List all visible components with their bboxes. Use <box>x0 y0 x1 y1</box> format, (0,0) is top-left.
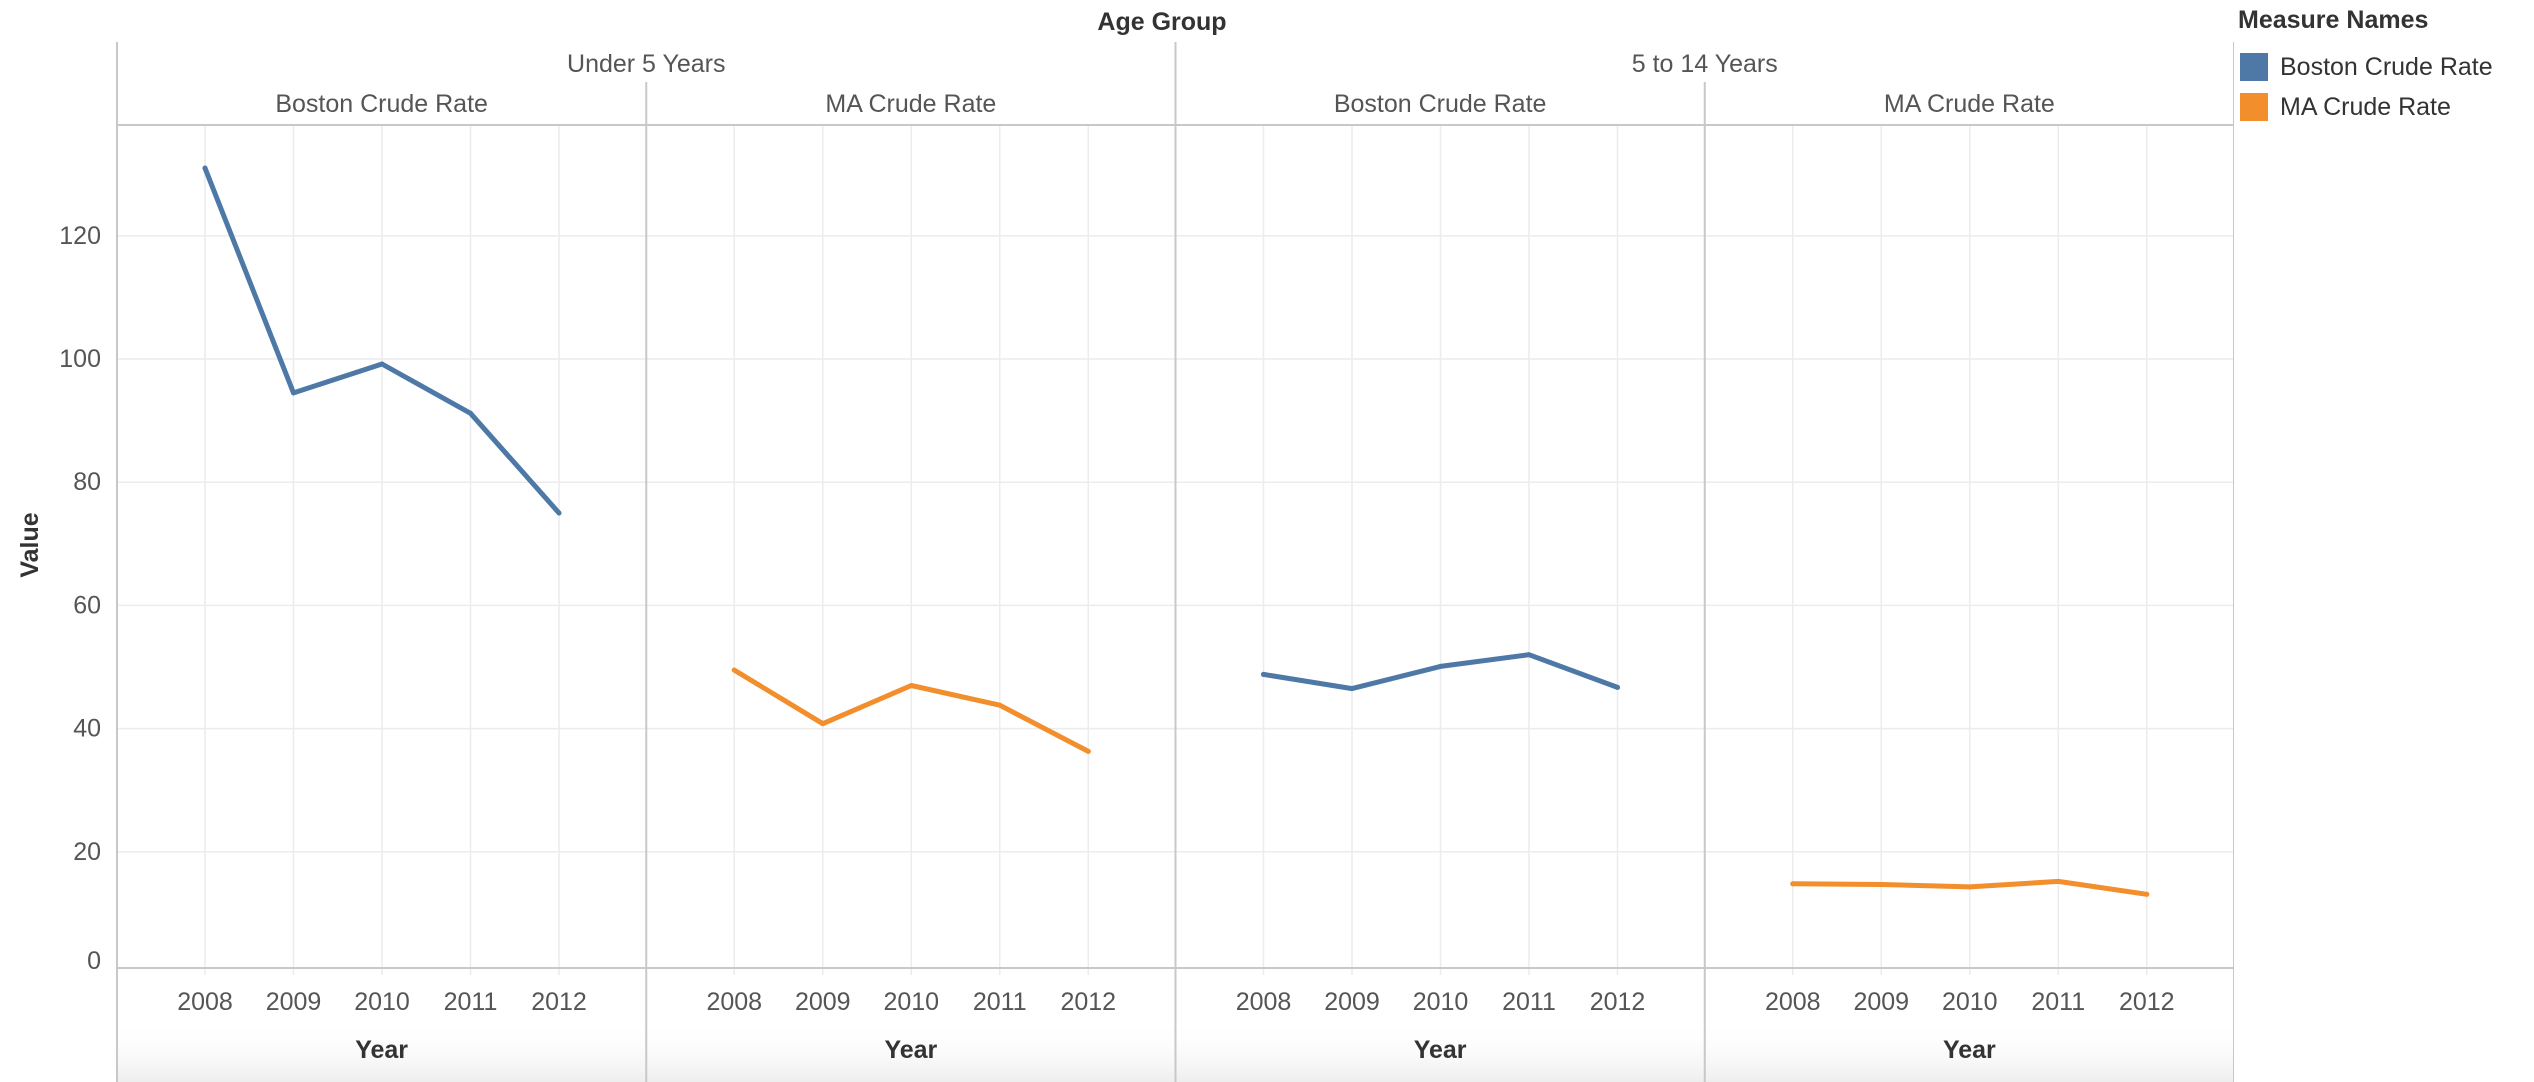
legend-swatch-boston <box>2240 53 2268 81</box>
x-tick-label: 2009 <box>1853 988 1909 1016</box>
y-tick-label: 40 <box>73 715 101 743</box>
data-point <box>1085 748 1091 754</box>
y-tick-label: 80 <box>73 468 101 496</box>
data-point <box>1526 652 1532 658</box>
x-tick-label: 2012 <box>1590 988 1646 1016</box>
data-point <box>1615 684 1620 690</box>
x-tick-label: 2012 <box>2119 988 2175 1016</box>
pane-header: Boston Crude Rate <box>1334 90 1547 118</box>
chart-title: Age Group <box>1097 8 1226 36</box>
x-tick-label: 2010 <box>1413 988 1469 1016</box>
x-tick-label: 2008 <box>1236 988 1292 1016</box>
group-header: Under 5 Years <box>567 50 725 78</box>
x-axis-title: Year <box>884 1036 937 1064</box>
x-tick-label: 2010 <box>354 988 410 1016</box>
x-axis-title: Year <box>355 1036 408 1064</box>
x-axis-title: Year <box>1943 1036 1996 1064</box>
legend-title: Measure Names <box>2238 6 2429 34</box>
y-axis-title: Value <box>16 512 44 577</box>
data-point <box>1790 881 1796 887</box>
y-tick-label: 60 <box>73 591 101 619</box>
legend: Measure Names Boston Crude Rate MA Crude… <box>2236 6 2526 127</box>
x-tick-label: 2009 <box>266 988 322 1016</box>
data-point <box>379 361 385 367</box>
data-point <box>731 667 737 673</box>
data-point <box>997 702 1003 708</box>
x-tick-label: 2011 <box>444 988 498 1016</box>
legend-item-boston[interactable]: Boston Crude Rate <box>2236 47 2526 87</box>
legend-swatch-ma <box>2240 93 2268 121</box>
data-point <box>1438 663 1443 669</box>
x-tick-label: 2010 <box>883 988 939 1016</box>
data-point <box>2144 891 2150 897</box>
y-tick-label: 120 <box>59 222 101 250</box>
y-tick-label: 20 <box>73 838 101 866</box>
data-point <box>1349 686 1355 692</box>
data-point <box>1878 881 1884 887</box>
x-tick-label: 2009 <box>795 988 851 1016</box>
legend-label-boston: Boston Crude Rate <box>2280 52 2493 81</box>
x-tick-label: 2011 <box>2031 988 2085 1016</box>
x-tick-label: 2008 <box>177 988 233 1016</box>
pane-header: MA Crude Rate <box>1884 90 2055 118</box>
x-axis-title: Year <box>1414 1036 1467 1064</box>
x-tick-label: 2009 <box>1324 988 1380 1016</box>
pane-header: Boston Crude Rate <box>275 90 488 118</box>
data-point <box>2055 878 2061 884</box>
group-header: 5 to 14 Years <box>1632 50 1778 78</box>
line-chart: Age Group Boston Crude Rate 2008 2009 2010 2… <box>16 8 2234 1082</box>
x-tick-label: 2012 <box>531 988 587 1016</box>
y-tick-label: 0 <box>87 947 101 975</box>
data-point <box>1261 671 1266 677</box>
pane-header: MA Crude Rate <box>825 90 996 118</box>
data-point <box>556 510 562 516</box>
data-point <box>908 683 914 689</box>
data-point <box>1967 884 1973 890</box>
data-point <box>468 410 473 416</box>
x-tick-label: 2008 <box>706 988 762 1016</box>
x-tick-label: 2011 <box>973 988 1027 1016</box>
x-tick-label: 2011 <box>1502 988 1556 1016</box>
data-point <box>202 165 208 171</box>
legend-item-ma[interactable]: MA Crude Rate <box>2236 87 2526 127</box>
x-tick-label: 2012 <box>1060 988 1116 1016</box>
x-tick-label: 2008 <box>1765 988 1821 1016</box>
data-point <box>291 390 296 396</box>
x-tick-label: 2010 <box>1942 988 1998 1016</box>
y-tick-label: 100 <box>59 345 101 373</box>
legend-label-ma: MA Crude Rate <box>2280 92 2451 121</box>
data-point <box>820 721 826 727</box>
